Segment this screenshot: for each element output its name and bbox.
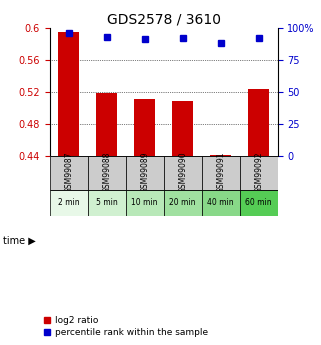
Bar xyxy=(126,190,164,216)
Bar xyxy=(88,190,126,216)
Text: 5 min: 5 min xyxy=(96,198,117,207)
Text: GSM99088: GSM99088 xyxy=(102,152,111,193)
Bar xyxy=(164,156,202,190)
Bar xyxy=(88,156,126,190)
Text: 20 min: 20 min xyxy=(169,198,196,207)
Text: GSM99087: GSM99087 xyxy=(64,152,73,193)
Bar xyxy=(240,156,278,190)
Bar xyxy=(58,32,79,156)
Bar xyxy=(164,190,202,216)
Bar xyxy=(172,101,193,156)
Bar xyxy=(50,156,88,190)
Text: GSM99092: GSM99092 xyxy=(254,152,263,193)
Text: 60 min: 60 min xyxy=(245,198,272,207)
Bar xyxy=(202,156,240,190)
Bar xyxy=(126,156,164,190)
Bar xyxy=(50,190,88,216)
Bar xyxy=(248,89,269,156)
Bar xyxy=(134,99,155,156)
Legend: log2 ratio, percentile rank within the sample: log2 ratio, percentile rank within the s… xyxy=(43,316,208,337)
Title: GDS2578 / 3610: GDS2578 / 3610 xyxy=(107,12,221,27)
Text: 10 min: 10 min xyxy=(132,198,158,207)
Text: GSM99089: GSM99089 xyxy=(140,152,149,193)
Text: 40 min: 40 min xyxy=(207,198,234,207)
Text: GSM99090: GSM99090 xyxy=(178,152,187,194)
Text: 2 min: 2 min xyxy=(58,198,80,207)
Bar xyxy=(96,93,117,156)
Bar xyxy=(210,155,231,156)
Bar xyxy=(240,190,278,216)
Text: time ▶: time ▶ xyxy=(3,236,36,245)
Text: GSM99091: GSM99091 xyxy=(216,152,225,193)
Bar xyxy=(202,190,240,216)
